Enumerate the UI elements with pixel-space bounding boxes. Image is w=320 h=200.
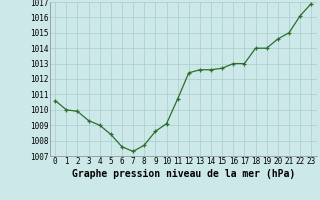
X-axis label: Graphe pression niveau de la mer (hPa): Graphe pression niveau de la mer (hPa) — [72, 169, 295, 179]
